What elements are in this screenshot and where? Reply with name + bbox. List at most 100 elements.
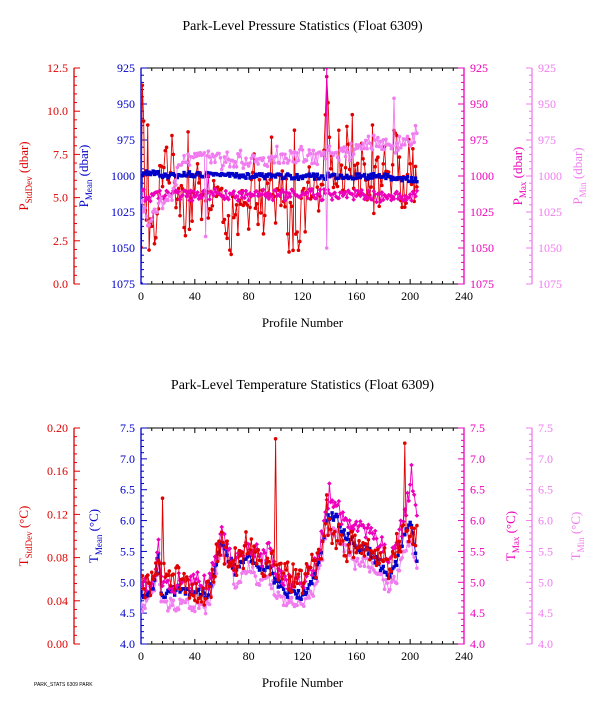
data-point-min — [209, 160, 213, 165]
data-point-sd — [393, 555, 398, 559]
data-point-sd — [389, 569, 394, 574]
data-point-sd — [355, 546, 360, 550]
data-point-sd — [319, 557, 324, 561]
data-point-min — [407, 544, 411, 548]
data-point-max — [280, 187, 285, 193]
data-point-sd — [152, 574, 157, 578]
data-point-min — [176, 607, 181, 612]
data-point-sd — [147, 248, 151, 252]
data-point-mean — [207, 582, 212, 586]
data-point-max — [336, 498, 342, 504]
data-point-max — [370, 531, 375, 536]
data-point-mean — [244, 176, 248, 180]
data-point-min — [203, 234, 208, 239]
data-point-max — [216, 190, 222, 196]
data-point-min — [182, 153, 186, 158]
data-point-mean — [358, 175, 363, 180]
data-point-sd — [308, 565, 313, 570]
x-tick-label: 40 — [189, 649, 201, 663]
data-point-min — [362, 564, 367, 569]
data-point-sd — [264, 561, 268, 566]
data-point-max — [286, 191, 292, 196]
data-point-sd — [258, 558, 263, 563]
data-point-mean — [194, 590, 198, 595]
data-point-sd — [244, 530, 248, 534]
y-tick-label-sd: 0.0 — [53, 277, 68, 291]
data-point-max — [165, 578, 171, 583]
data-point-sd — [276, 188, 281, 192]
data-point-mean — [265, 174, 270, 178]
data-point-min — [168, 596, 173, 601]
data-point-mean — [366, 173, 371, 177]
data-point-min — [174, 609, 178, 613]
data-point-min — [289, 595, 294, 600]
data-point-max — [394, 189, 400, 195]
data-point-max — [304, 574, 309, 579]
data-point-sd — [271, 549, 275, 553]
x-tick-label: 200 — [401, 649, 419, 663]
data-point-sd — [288, 200, 293, 205]
y-tick-label-mean: 7.0 — [120, 452, 135, 466]
data-point-min — [384, 577, 388, 582]
data-point-mean — [362, 172, 367, 177]
data-point-mean — [343, 175, 348, 180]
data-point-sd — [167, 569, 172, 573]
data-point-sd — [285, 560, 290, 564]
data-point-min — [366, 565, 371, 569]
data-point-max — [304, 190, 309, 196]
data-point-sd — [408, 534, 412, 539]
x-tick-label: 80 — [243, 289, 255, 303]
data-point-mean — [411, 531, 415, 535]
data-point-mean — [160, 593, 165, 598]
data-point-min — [355, 556, 360, 561]
data-point-sd — [174, 205, 178, 210]
data-point-max — [284, 190, 289, 195]
data-point-sd — [314, 575, 318, 580]
data-point-sd — [258, 211, 263, 215]
data-point-max — [289, 187, 295, 192]
data-point-sd — [339, 163, 344, 167]
data-point-sd — [303, 230, 307, 234]
data-point-mean — [390, 566, 395, 571]
data-point-min — [206, 149, 211, 154]
data-point-max — [193, 193, 199, 198]
data-point-min — [388, 587, 392, 592]
data-point-mean — [272, 581, 276, 585]
data-point-sd — [141, 83, 145, 88]
data-point-mean — [400, 179, 404, 183]
data-point-max — [232, 195, 238, 200]
data-point-mean — [368, 546, 372, 551]
data-point-sd — [288, 574, 293, 579]
data-point-sd — [221, 540, 225, 545]
y-tick-label-max: 5.5 — [470, 544, 485, 558]
data-point-max — [265, 190, 270, 196]
data-point-max — [249, 552, 254, 557]
data-point-sd — [390, 163, 395, 167]
data-point-max — [288, 194, 293, 199]
data-point-min — [385, 581, 390, 585]
data-point-max — [413, 502, 418, 508]
data-point-min — [272, 161, 277, 165]
data-point-mean — [384, 570, 388, 575]
y-tick-label-max: 1075 — [470, 277, 494, 291]
data-point-mean — [306, 174, 310, 178]
data-point-max — [269, 194, 274, 199]
data-point-min — [373, 138, 377, 142]
data-point-max — [364, 525, 370, 531]
data-point-max — [340, 510, 346, 515]
data-point-sd — [211, 178, 216, 183]
data-point-max — [405, 490, 410, 496]
data-point-mean — [376, 175, 380, 179]
y-tick-label-max: 975 — [470, 133, 488, 147]
data-point-mean — [333, 172, 337, 177]
data-point-max — [407, 192, 413, 197]
y-tick-label-max: 1025 — [470, 205, 494, 219]
data-point-sd — [411, 146, 415, 151]
data-point-sd — [351, 555, 356, 560]
data-point-min — [268, 582, 273, 587]
data-point-max — [354, 193, 359, 199]
data-point-min — [307, 148, 312, 152]
data-point-min — [400, 556, 404, 560]
data-point-sd — [242, 543, 247, 548]
data-point-min — [285, 601, 290, 606]
